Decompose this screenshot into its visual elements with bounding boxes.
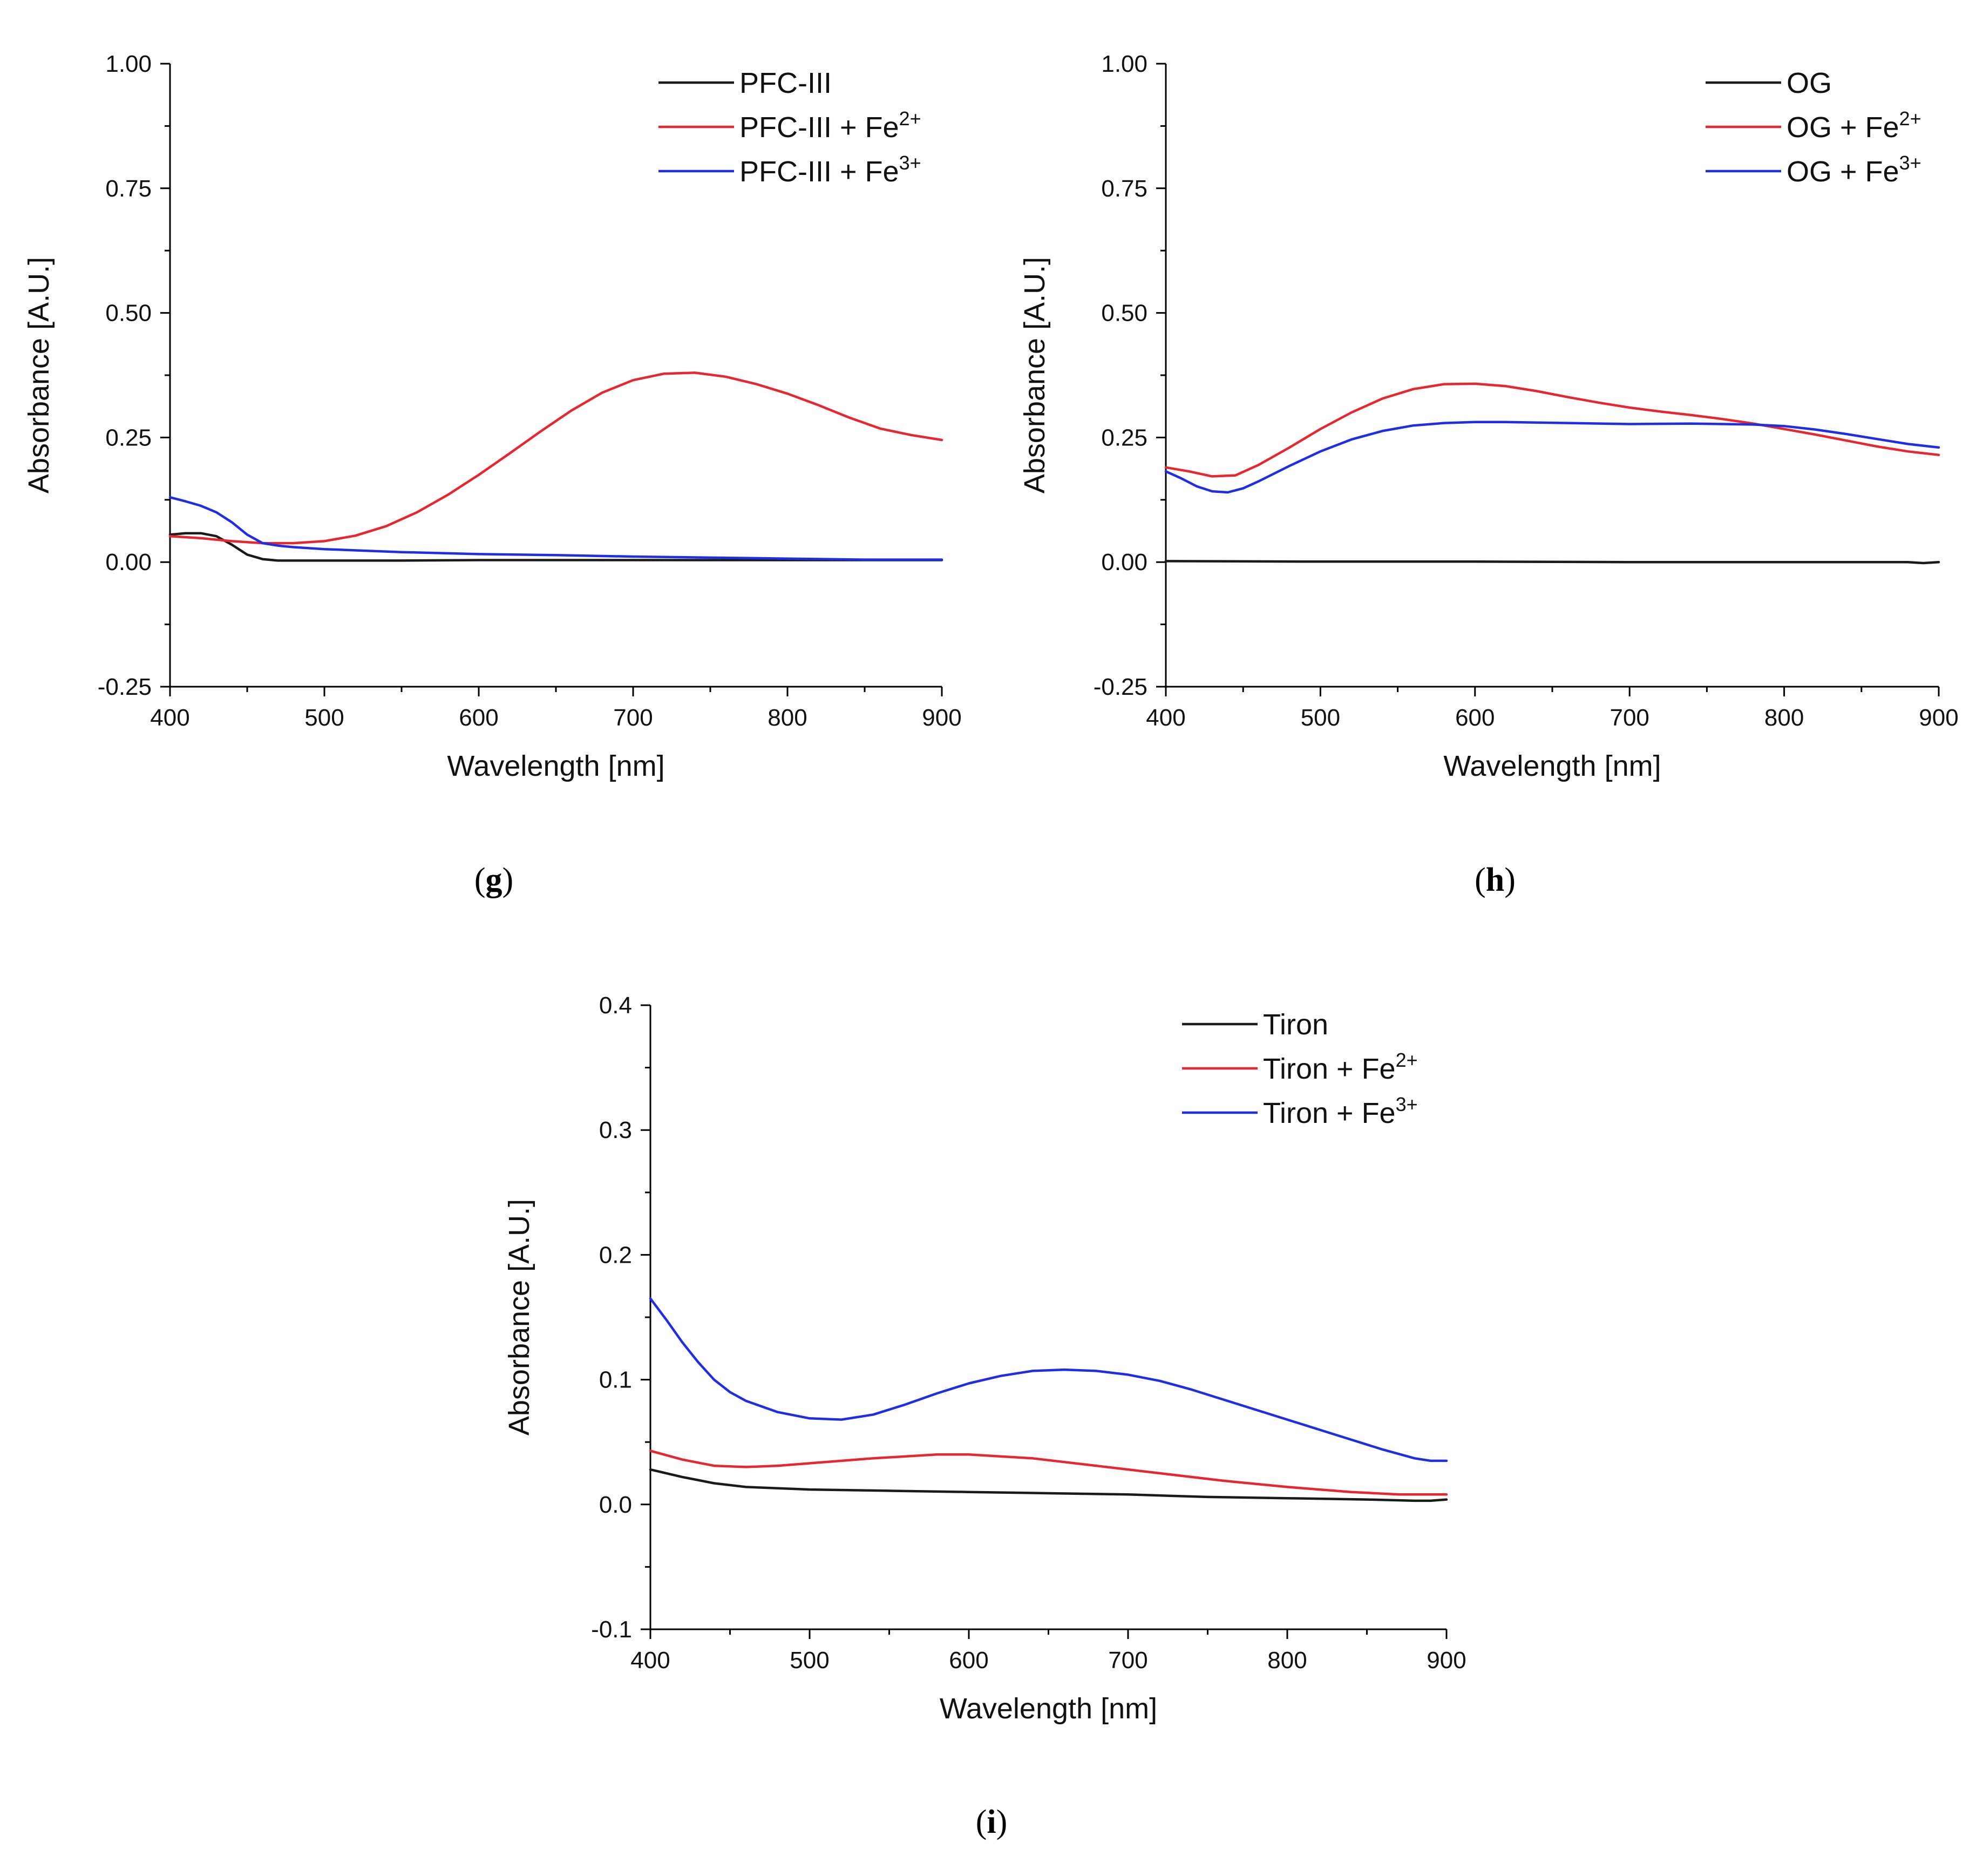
chart-g-y-tick-label: 0.75 (105, 175, 152, 202)
chart-g-y-tick-label: 0.50 (105, 300, 152, 327)
chart-i-x-axis-title: Wavelength [nm] (940, 1692, 1157, 1725)
chart-i-series-2-line (649, 1297, 1448, 1462)
chart-g-legend-label-superscript: 3+ (899, 152, 921, 174)
chart-i-x-tick-label: 900 (1427, 1647, 1466, 1674)
chart-g-x-tick-label: 900 (922, 705, 961, 731)
chart-i-legend-label-1: Tiron + Fe2+ (1263, 1049, 1418, 1085)
chart-i-x-tick-label: 800 (1267, 1647, 1307, 1674)
chart-h-legend-label-2: OG + Fe3+ (1787, 152, 1921, 188)
chart-i-x-tick-label: 600 (949, 1647, 988, 1674)
chart-h-y-tick-label: 0.50 (1101, 300, 1147, 327)
chart-i-x-tick-label: 700 (1108, 1647, 1147, 1674)
chart-g-legend-label-0: PFC-III (739, 67, 832, 99)
chart-g-legend-label-1: PFC-III + Fe2+ (739, 107, 921, 144)
chart-i: 400 500 600 700 800 900 -0.1 0.0 0.1 0.2 0.3 0.4 Wav… (503, 992, 1466, 1725)
chart-h-x-tick-label: 900 (1919, 705, 1958, 731)
chart-h-y-tick-label: 1.00 (1101, 51, 1147, 77)
chart-h-legend-label-superscript: 2+ (1899, 107, 1921, 130)
chart-i-y-tick-label: -0.1 (591, 1616, 632, 1643)
chart-g-x-tick-label: 700 (613, 705, 653, 731)
chart-h-series-2-line (1164, 421, 1940, 494)
chart-g-x-axis-title: Wavelength [nm] (447, 750, 664, 782)
chart-h-y-tick-label: -0.25 (1094, 674, 1147, 700)
chart-g-x-tick-label: 500 (304, 705, 344, 731)
chart-i-legend-label-text: Tiron + Fe (1263, 1053, 1396, 1085)
chart-h-legend-label-0: OG (1787, 67, 1832, 99)
chart-h-x-tick-label: 700 (1610, 705, 1649, 731)
panel-label-h: (h) (1475, 862, 1516, 898)
chart-h-series-1-line (1164, 382, 1940, 478)
chart-g-series-0-line (168, 532, 943, 562)
chart-h-x-tick-label: 600 (1455, 705, 1495, 731)
chart-g-legend-label-text: PFC-III + Fe (739, 155, 899, 188)
chart-i-y-tick-label: 0.2 (599, 1242, 632, 1268)
chart-h-y-tick-label: 0.75 (1101, 175, 1147, 202)
chart-i-y-tick-label: 0.1 (599, 1367, 632, 1393)
panel-label-i: (i) (976, 1804, 1008, 1840)
chart-h-y-axis-title: Absorbance [A.U.] (1018, 257, 1051, 493)
chart-i-legend-label-text: Tiron (1263, 1008, 1328, 1041)
chart-h-y-tick-label: 0.25 (1101, 424, 1147, 451)
chart-h-y-tick-label: 0.00 (1101, 549, 1147, 575)
chart-g-y-tick-label: 0.25 (105, 424, 152, 451)
chart-i-legend-label-superscript: 2+ (1396, 1049, 1418, 1071)
chart-i-y-axis-title: Absorbance [A.U.] (503, 1199, 535, 1435)
chart-i-series-1-line (649, 1450, 1448, 1496)
chart-h-x-tick-label: 800 (1764, 705, 1804, 731)
chart-g-x-tick-label: 400 (150, 705, 189, 731)
chart-g-legend-label-text: PFC-III + Fe (739, 111, 899, 144)
chart-h-legend-label-superscript: 3+ (1899, 152, 1921, 174)
chart-g-y-tick-label: 1.00 (105, 51, 152, 77)
chart-g: 400 500 600 700 800 900 -0.25 0.00 0.25 0.50 0.75 1… (23, 51, 962, 782)
chart-g-y-tick-label: -0.25 (98, 674, 152, 700)
chart-h-legend-label-text: OG + Fe (1787, 111, 1899, 144)
chart-h-x-tick-label: 500 (1301, 705, 1340, 731)
chart-i-legend-label-2: Tiron + Fe3+ (1263, 1093, 1418, 1129)
chart-h-legend-label-text: OG + Fe (1787, 155, 1899, 188)
chart-h-x-axis-title: Wavelength [nm] (1443, 750, 1661, 782)
chart-h-series-0-line (1164, 560, 1940, 565)
chart-g-series-1-line (168, 371, 943, 545)
chart-h-x-tick-label: 400 (1146, 705, 1185, 731)
chart-g-legend-label-2: PFC-III + Fe3+ (739, 152, 921, 188)
chart-g-y-axis-title: Absorbance [A.U.] (23, 257, 55, 493)
chart-h-legend-label-text: OG (1787, 67, 1832, 99)
chart-h: 400 500 600 700 800 900 -0.25 0.00 0.25 0.50 0.75 1… (1018, 51, 1959, 782)
chart-g-x-tick-label: 800 (768, 705, 807, 731)
chart-h-legend-label-1: OG + Fe2+ (1787, 107, 1921, 144)
chart-g-x-tick-label: 600 (459, 705, 498, 731)
chart-g-series-2-line (168, 496, 943, 561)
chart-i-y-tick-label: 0.0 (599, 1492, 632, 1518)
chart-i-legend-label-text: Tiron + Fe (1263, 1097, 1396, 1129)
chart-g-legend-label-superscript: 2+ (899, 107, 921, 130)
chart-i-legend-label-0: Tiron (1263, 1008, 1328, 1041)
chart-g-legend-label-text: PFC-III (739, 67, 832, 99)
chart-i-series-0-line (649, 1468, 1448, 1502)
chart-i-y-tick-label: 0.3 (599, 1117, 632, 1143)
panel-label-g: (g) (474, 862, 513, 898)
chart-i-legend-label-superscript: 3+ (1396, 1093, 1418, 1115)
chart-i-y-tick-label: 0.4 (599, 992, 632, 1019)
chart-g-y-tick-label: 0.00 (105, 549, 152, 575)
chart-i-x-tick-label: 500 (790, 1647, 829, 1674)
chart-i-x-tick-label: 400 (630, 1647, 670, 1674)
